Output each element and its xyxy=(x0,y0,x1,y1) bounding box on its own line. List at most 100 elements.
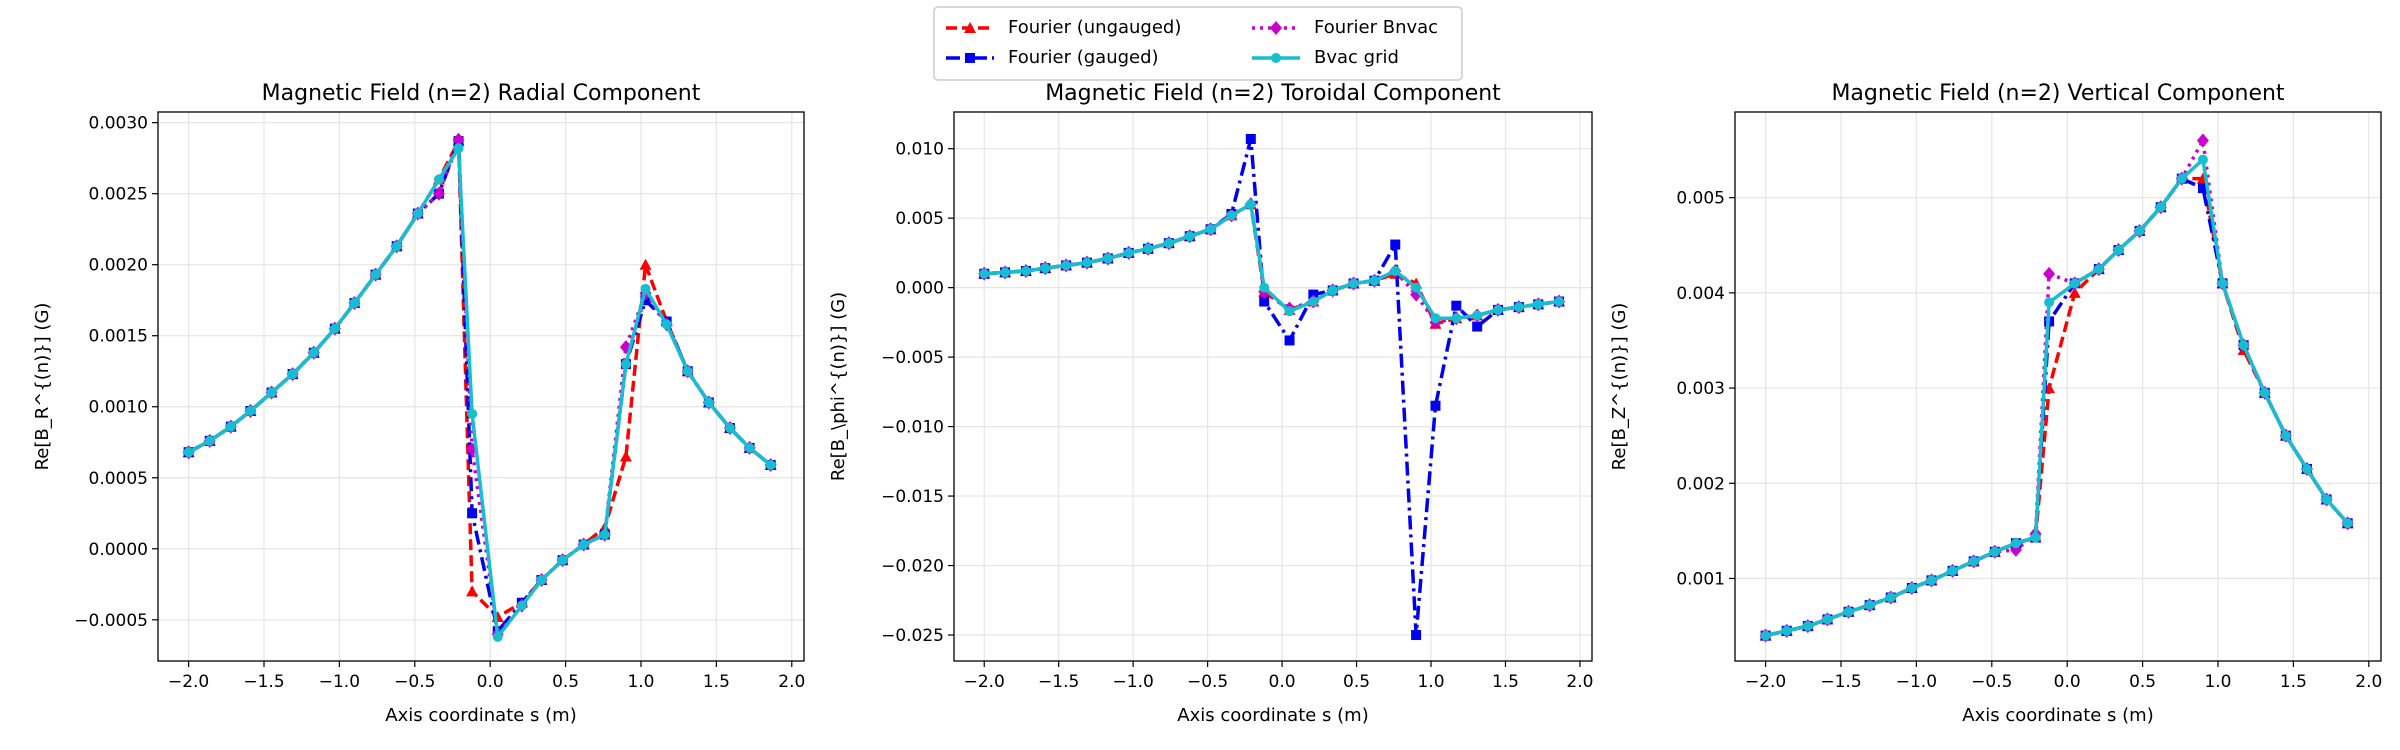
marker xyxy=(1205,224,1216,235)
x-tick-label: −0.5 xyxy=(1971,672,2012,692)
marker xyxy=(619,450,632,462)
marker xyxy=(432,186,445,201)
marker xyxy=(2043,266,2056,281)
marker xyxy=(2196,133,2209,148)
marker xyxy=(2030,532,2041,543)
marker xyxy=(765,459,776,470)
series-line xyxy=(187,139,772,633)
marker xyxy=(433,174,444,185)
marker xyxy=(245,406,256,417)
marker xyxy=(2155,202,2166,213)
marker xyxy=(2068,286,2081,298)
marker xyxy=(452,132,465,147)
marker xyxy=(1493,304,1504,315)
marker xyxy=(2069,278,2080,289)
marker xyxy=(1430,313,1441,324)
series xyxy=(979,199,1565,324)
marker xyxy=(1061,260,1072,271)
marker xyxy=(370,269,381,280)
legend-label: Fourier (gauged) xyxy=(1008,47,1159,68)
marker xyxy=(2113,245,2124,256)
series xyxy=(183,136,776,637)
x-tick-label: −1.5 xyxy=(243,672,284,692)
y-tick-label: 0.0000 xyxy=(89,540,148,560)
chart-title: Magnetic Field (n=2) Vertical Component xyxy=(1831,81,2284,106)
series-line xyxy=(187,139,772,619)
series-line xyxy=(984,137,1560,637)
axes-frame xyxy=(1734,111,2382,662)
y-tick-label: 0.0010 xyxy=(89,398,148,418)
y-tick-label: 0.0025 xyxy=(89,185,148,205)
y-tick-label: 0.002 xyxy=(1676,474,1725,494)
marker xyxy=(1781,625,1792,636)
marker xyxy=(412,208,423,219)
y-tick-label: 0.000 xyxy=(895,279,944,299)
x-tick-label: 2.0 xyxy=(1566,672,1593,692)
marker xyxy=(1843,606,1854,617)
y-tick-label: 0.0020 xyxy=(89,256,148,276)
x-tick-label: 1.0 xyxy=(1417,672,1444,692)
legend-box xyxy=(933,6,1463,81)
marker xyxy=(640,295,651,306)
marker xyxy=(204,435,215,446)
marker xyxy=(1327,285,1338,296)
marker xyxy=(516,600,527,611)
axes-frame xyxy=(157,111,805,662)
y-tick-label: 0.003 xyxy=(1676,379,1725,399)
marker xyxy=(2321,494,2332,505)
legend-label: Fourier Bnvac xyxy=(1314,17,1438,38)
marker xyxy=(1143,243,1154,254)
marker xyxy=(1020,265,1031,276)
series xyxy=(979,133,1565,641)
marker xyxy=(2197,183,2208,194)
marker xyxy=(1513,302,1524,313)
marker xyxy=(1226,210,1237,221)
marker xyxy=(599,529,610,540)
x-tick-label: −1.5 xyxy=(1820,672,1861,692)
series-line xyxy=(1765,176,2349,638)
marker xyxy=(682,366,693,377)
marker xyxy=(287,369,298,380)
marker xyxy=(557,555,568,566)
x-tick-label: −1.5 xyxy=(1038,672,1079,692)
marker xyxy=(2044,297,2055,308)
marker xyxy=(2134,225,2145,236)
x-tick-label: 2.0 xyxy=(2355,672,2382,692)
marker xyxy=(1123,247,1134,258)
marker xyxy=(620,359,631,370)
marker xyxy=(965,53,975,63)
x-tick-label: 0.0 xyxy=(2054,672,2081,692)
series xyxy=(182,132,777,642)
marker xyxy=(266,387,277,398)
marker xyxy=(1802,621,1813,632)
chart-title: Magnetic Field (n=2) Radial Component xyxy=(262,81,701,106)
series xyxy=(1759,172,2354,641)
marker xyxy=(1348,278,1359,289)
marker xyxy=(492,631,503,642)
marker xyxy=(467,508,478,519)
x-tick-label: 0.5 xyxy=(1343,672,1370,692)
marker xyxy=(1411,630,1422,641)
marker xyxy=(2217,278,2228,289)
x-tick-label: 1.5 xyxy=(703,672,730,692)
marker xyxy=(1885,592,1896,603)
y-tick-label: 0.004 xyxy=(1676,284,1725,304)
marker xyxy=(703,397,714,408)
marker xyxy=(1472,321,1483,332)
marker xyxy=(1259,282,1270,293)
marker xyxy=(1906,582,1917,593)
x-tick-label: −2.0 xyxy=(1745,672,1786,692)
marker xyxy=(1390,265,1401,276)
marker xyxy=(1968,556,1979,567)
y-tick-label: 0.0015 xyxy=(89,327,148,347)
y-axis-label: Re[B_\phi^{(n)}] (G) xyxy=(828,292,849,481)
marker xyxy=(639,258,652,270)
x-tick-label: 1.0 xyxy=(627,672,654,692)
x-tick-label: 0.5 xyxy=(552,672,579,692)
marker xyxy=(1533,299,1544,310)
y-tick-label: 0.0030 xyxy=(89,114,148,134)
x-tick-label: 0.5 xyxy=(2129,672,2156,692)
marker xyxy=(1184,231,1195,242)
marker xyxy=(1271,53,1281,63)
marker xyxy=(1369,275,1380,286)
